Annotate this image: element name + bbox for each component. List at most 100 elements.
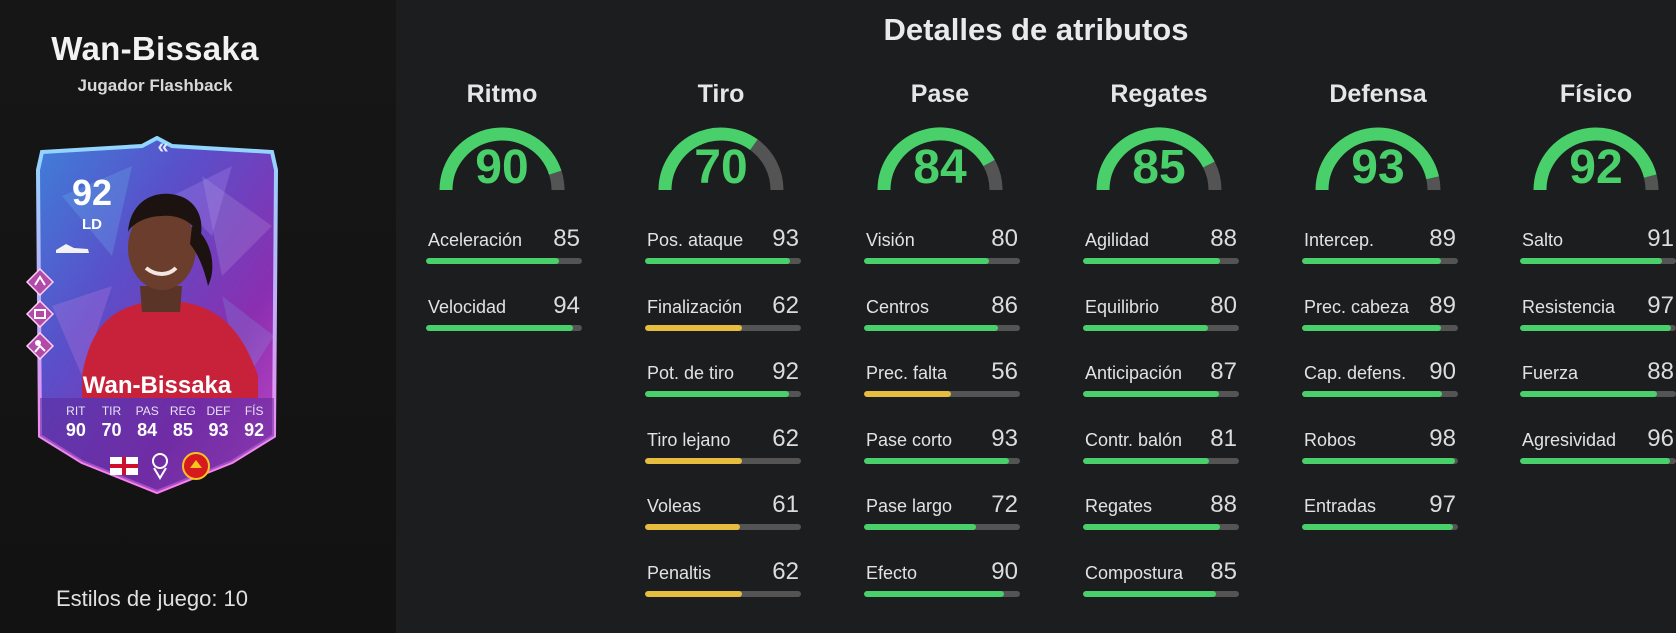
attribute-value: 91: [1647, 225, 1674, 252]
attribute-name: Pos. ataque: [647, 230, 744, 250]
attribute-pase-largo[interactable]: Pase largo 72: [864, 488, 1020, 538]
attribute-equilibrio[interactable]: Equilibrio 80: [1083, 289, 1239, 339]
attribute-bar-fill: [426, 258, 559, 264]
flashback-chevron-icon: «: [157, 136, 168, 158]
card-stat-label: TIR: [101, 404, 122, 418]
boot-icon: [56, 244, 89, 253]
attribute-entradas[interactable]: Entradas 97: [1302, 488, 1458, 538]
attribute-bar-fill: [1083, 590, 1216, 597]
gauge-fill: [1096, 127, 1215, 191]
category-defensa: Defensa 93: [1298, 80, 1458, 194]
attribute-anticipacion[interactable]: Anticipación 87: [1083, 355, 1239, 405]
attribute-name: Pot. de tiro: [647, 363, 735, 383]
attribute-name: Robos: [1304, 429, 1357, 450]
attribute-name: Efecto: [866, 562, 918, 583]
attribute-bar-fill: [864, 590, 1005, 597]
attribute-bar: [1520, 258, 1676, 264]
category-gauge: 70: [656, 122, 786, 194]
attribute-bar: [864, 324, 1020, 331]
category-fisico: Físico 92: [1516, 80, 1676, 194]
attribute-name: Aceleración: [428, 230, 523, 250]
attribute-bar: [1302, 524, 1458, 530]
attribute-bar: [864, 524, 1020, 530]
attribute-bar-fill: [1083, 524, 1221, 530]
attribute-name: Compostura: [1085, 562, 1184, 583]
card-overall-rating: 92: [71, 172, 113, 213]
attribute-tiro-lejano[interactable]: Tiro lejano 62: [645, 422, 801, 472]
attribute-prec-cabeza[interactable]: Prec. cabeza 89: [1302, 289, 1458, 339]
attribute-agresividad[interactable]: Agresividad 96: [1520, 422, 1676, 472]
attribute-value: 62: [772, 424, 799, 452]
attribute-bar: [1083, 590, 1239, 597]
attribute-bar-fill: [864, 324, 999, 331]
card-frame: [35, 136, 279, 494]
attribute-value: 89: [1429, 225, 1456, 252]
attribute-value: 62: [772, 291, 799, 319]
attribute-value: 62: [772, 557, 799, 585]
attribute-name: Resistencia: [1522, 296, 1616, 317]
category-rating: 90: [475, 141, 529, 194]
attribute-voleas[interactable]: Voleas 61: [645, 488, 801, 538]
attribute-contr-balon[interactable]: Contr. balón 81: [1083, 422, 1239, 472]
attribute-bar-fill: [864, 524, 977, 530]
attribute-name: Equilibrio: [1085, 296, 1160, 317]
playstyle-icon-2: [26, 300, 54, 328]
attribute-centros[interactable]: Centros 86: [864, 289, 1020, 339]
category-name: Ritmo: [466, 80, 538, 108]
gauge-fill: [877, 127, 995, 191]
attribute-bar: [645, 324, 801, 331]
attribute-fuerza[interactable]: Fuerza 88: [1520, 355, 1676, 405]
attribute-velocidad[interactable]: Velocidad 94: [426, 289, 582, 339]
attribute-pot-de-tiro[interactable]: Pot. de tiro 92: [645, 355, 801, 405]
player-card[interactable]: « 92 LD Wan-Bissaka RIT 90 TIR 70 PAS 84 RE…: [22, 136, 292, 494]
attribute-bar: [426, 324, 582, 331]
attribute-name: Finalización: [647, 296, 743, 317]
attribute-bar: [1083, 258, 1239, 264]
attribute-bar: [1302, 324, 1458, 331]
attribute-regates[interactable]: Regates 88: [1083, 488, 1239, 538]
attribute-bar-fill: [645, 590, 742, 597]
attribute-pos-ataque[interactable]: Pos. ataque 93: [645, 222, 801, 272]
attribute-agilidad[interactable]: Agilidad 88: [1083, 222, 1239, 272]
attribute-finalizacion[interactable]: Finalización 62: [645, 289, 801, 339]
attribute-name: Visión: [866, 230, 915, 250]
card-stat-label: RIT: [66, 404, 86, 418]
attribute-pase-corto[interactable]: Pase corto 93: [864, 422, 1020, 472]
attribute-efecto[interactable]: Efecto 90: [864, 555, 1020, 605]
attribute-penaltis[interactable]: Penaltis 62: [645, 555, 801, 605]
attribute-resistencia[interactable]: Resistencia 97: [1520, 289, 1676, 339]
attribute-cap-defens[interactable]: Cap. defens. 90: [1302, 355, 1458, 405]
attribute-name: Contr. balón: [1085, 429, 1183, 450]
attribute-name: Entradas: [1304, 496, 1377, 516]
category-name: Regates: [1110, 80, 1208, 108]
attribute-name: Agresividad: [1522, 429, 1617, 450]
card-stat-fis: FÍS 92: [236, 404, 272, 441]
attribute-aceleracion[interactable]: Aceleración 85: [426, 222, 582, 272]
card-stat-label: DEF: [206, 404, 231, 418]
category-tiro: Tiro 70: [641, 80, 801, 194]
attribute-bar: [1302, 457, 1458, 464]
player-card-type: Jugador Flashback: [77, 76, 233, 95]
attribute-bar: [1302, 258, 1458, 264]
attribute-robos[interactable]: Robos 98: [1302, 422, 1458, 472]
attribute-compostura[interactable]: Compostura 85: [1083, 555, 1239, 605]
attribute-bar-fill: [1083, 457, 1210, 464]
attribute-bar: [1520, 324, 1676, 331]
attribute-salto[interactable]: Salto 91: [1520, 222, 1676, 272]
attribute-bar: [1302, 391, 1458, 397]
attribute-prec-falta[interactable]: Prec. falta 56: [864, 355, 1020, 405]
card-stat-label: FÍS: [244, 404, 264, 418]
gauge-track: [1202, 161, 1222, 191]
playstyles-count[interactable]: Estilos de juego: 10: [56, 586, 249, 611]
attribute-value: 85: [553, 225, 580, 252]
attribute-value: 86: [991, 291, 1018, 319]
attribute-name: Pase largo: [866, 496, 953, 516]
attribute-intercep[interactable]: Intercep. 89: [1302, 222, 1458, 272]
card-stat-label: REG: [169, 404, 196, 418]
attribute-bar: [1083, 324, 1239, 331]
category-name: Pase: [910, 80, 970, 108]
category-rating: 93: [1351, 141, 1405, 194]
attribute-vision[interactable]: Visión 80: [864, 222, 1020, 272]
attribute-value: 87: [1210, 358, 1237, 385]
attribute-value: 94: [553, 291, 580, 319]
